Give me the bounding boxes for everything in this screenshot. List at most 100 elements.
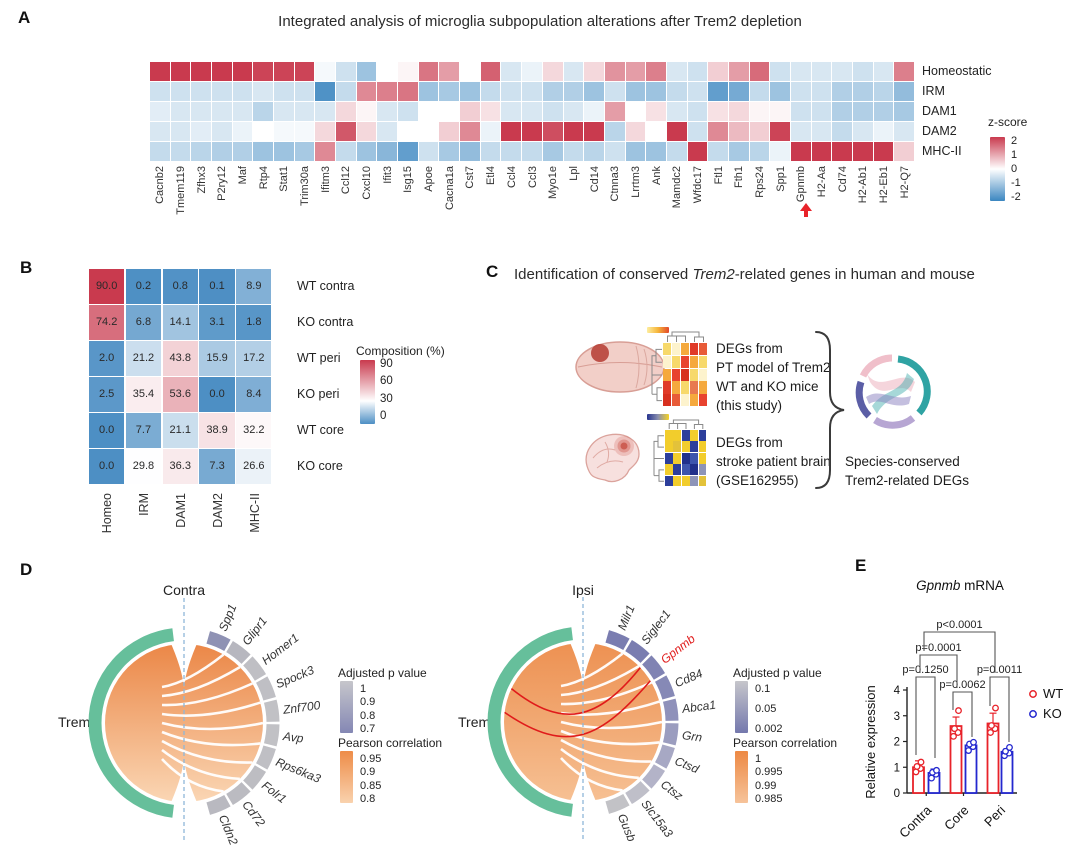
a-heatmap-cell (770, 82, 790, 101)
human-mini-heatmap-cell (681, 430, 690, 441)
ipsi-pvalue-legend-tick: 0.1 (755, 683, 771, 695)
gene-arc (255, 745, 276, 770)
b-heatmap-cell: 0.1 (199, 269, 235, 304)
gene-arc-label: Cldn2 (216, 813, 241, 848)
a-heatmap-cell (604, 82, 625, 101)
a-heatmap-cell (170, 102, 191, 121)
gene-label: Rps24 (753, 166, 766, 198)
human-mini-heatmap-cell (690, 464, 698, 475)
a-heatmap-cell (418, 122, 439, 141)
a-heatmap-cell (356, 142, 377, 161)
ribbon-separator (161, 748, 240, 781)
composition-tick: 60 (380, 375, 393, 388)
gene-arc-label: Spp1 (216, 602, 240, 633)
panel-b-label: B (20, 258, 33, 277)
ipsi-correlation-legend-title: Pearson correlation (733, 736, 838, 750)
a-heatmap-cell (501, 122, 522, 141)
a-heatmap-cell (377, 122, 398, 141)
gene-label: Isg15 (402, 166, 415, 193)
gene-arc (243, 656, 267, 681)
a-heatmap-cell (274, 142, 294, 161)
ipsi-correlation-legend-tick: 0.985 (755, 793, 783, 805)
human-mini-heatmap-cell (690, 441, 698, 453)
composition-tick: 30 (380, 392, 393, 405)
a-heatmap-cell (294, 102, 315, 121)
human-mini-heatmap-cell (665, 475, 673, 487)
sample-label: KO contra (297, 315, 354, 329)
gene-label: H2-Aa (815, 166, 828, 198)
mouse-mini-heatmap-cell (690, 381, 699, 394)
a-heatmap-cell (191, 62, 212, 81)
a-heatmap-cell (191, 122, 212, 141)
a-heatmap-cell (418, 82, 439, 101)
a-heatmap-cell (150, 142, 170, 161)
a-heatmap-cell (749, 102, 770, 121)
gene-arc-label: Folr1 (259, 778, 289, 806)
a-heatmap-cell (625, 142, 646, 161)
gene-arc-label: Znf700 (281, 698, 321, 717)
gene-arc (605, 630, 630, 651)
gene-arc (605, 793, 630, 814)
gene-arc-label: Spock3 (274, 663, 317, 691)
human-mini-heatmap-cell (690, 452, 698, 464)
human-mini-heatmap-cell (665, 452, 673, 464)
gene-arc-label: Cd72 (239, 798, 268, 830)
zscore-colorbar (990, 137, 1005, 201)
gene-arc (662, 698, 679, 722)
gene-label: Tmem119 (175, 166, 187, 215)
a-heatmap-cell (212, 82, 232, 101)
gene-arc-label: Siglec1 (638, 607, 673, 647)
ribbon-separator (161, 739, 253, 764)
conserved-degs-text: Species-conserved Trem2-related DEGs (845, 454, 970, 488)
a-heatmap-cell (336, 142, 356, 161)
composition-tick: 0 (380, 409, 387, 422)
a-heatmap-cell (584, 142, 604, 161)
contra-pvalue-legend-tick: 0.8 (360, 709, 376, 722)
a-heatmap-cell (687, 82, 708, 101)
human-mini-heatmap-cell (690, 430, 698, 441)
gene-arc-label: Rps6ka3 (274, 755, 323, 786)
a-heatmap-cell (832, 122, 852, 141)
a-heatmap-cell (542, 122, 563, 141)
a-heatmap-cell (666, 142, 687, 161)
human-mini-heatmap-cell (673, 452, 682, 464)
a-heatmap-cell (439, 122, 460, 141)
human-mini-heatmap-cell (665, 441, 673, 453)
a-heatmap-cell (150, 122, 170, 141)
gene-label: Cxcl10 (361, 166, 374, 200)
data-point-wt (955, 707, 962, 715)
a-heatmap-cell (439, 102, 460, 121)
a-heatmap-cell (377, 82, 398, 101)
gene-label: Rtp4 (257, 166, 270, 190)
gene-label: Etl4 (485, 166, 498, 185)
a-heatmap-cell (315, 62, 336, 81)
gpnmb-mrna-bar-chart: Gpnmb mRNA 0 1 2 3 4 Relative expression Contra… (863, 578, 1063, 841)
a-heatmap-cell (398, 62, 418, 81)
gene-arc-label: Grn (681, 728, 703, 745)
panel-a-label: A (18, 8, 31, 27)
a-heatmap-cell (377, 62, 398, 81)
mouse-mini-heatmap-cell (690, 343, 699, 356)
a-heatmap-cell (687, 62, 708, 81)
human-heatmap-colorbar (647, 414, 669, 420)
trem2-arc (88, 628, 174, 818)
zscore-tick: -2 (1011, 191, 1021, 203)
a-heatmap-cell (232, 102, 253, 121)
a-heatmap-cell (894, 122, 914, 141)
chord-ribbons-disc (105, 644, 263, 802)
b-heatmap-cell: 6.8 (125, 305, 162, 340)
gene-arc-label: Avp (281, 729, 304, 746)
contra-correlation-legend-tick: 0.9 (360, 766, 376, 779)
a-heatmap-cell (584, 62, 604, 81)
gene-label: Ifit3 (381, 166, 394, 184)
gene-arc-label: Ctsd (673, 754, 701, 777)
a-heatmap-cell (708, 102, 728, 121)
a-heatmap-cell (522, 142, 542, 161)
ribbon-separator (560, 757, 623, 792)
gene-label: Ccl12 (340, 166, 353, 195)
b-heatmap-cell: 35.4 (125, 377, 162, 412)
a-heatmap-cell (666, 62, 687, 81)
data-point-ko (1002, 747, 1009, 755)
a-heatmap-cell (315, 102, 336, 121)
